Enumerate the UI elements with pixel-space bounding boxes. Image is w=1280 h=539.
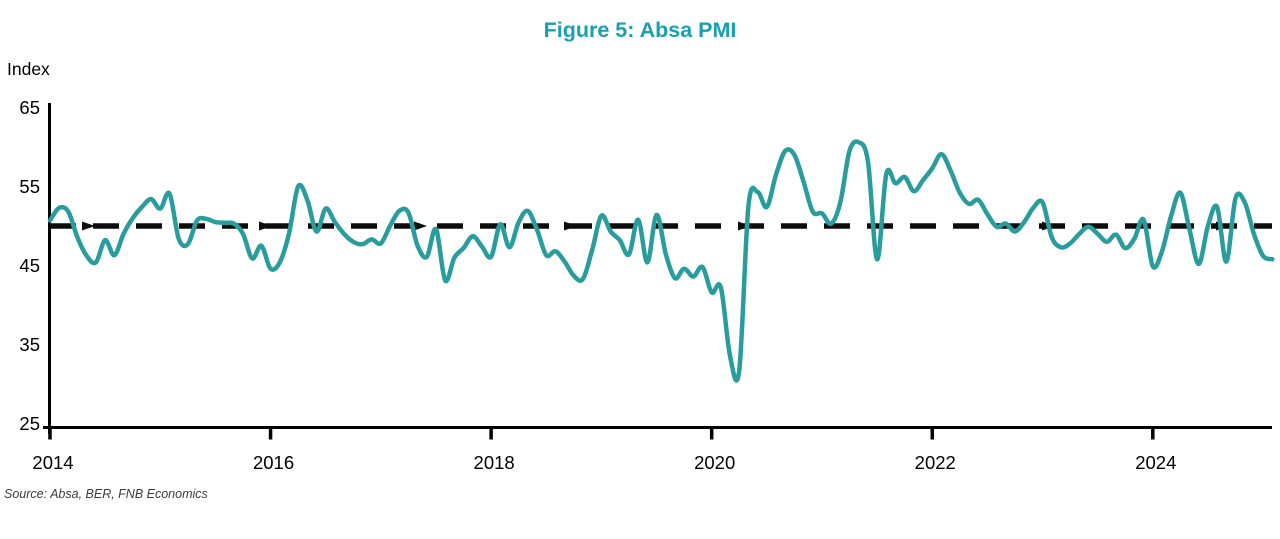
y-tick-label: 55 bbox=[19, 176, 40, 197]
y-tick-label: 35 bbox=[19, 334, 40, 355]
x-tick-label: 2020 bbox=[694, 452, 735, 473]
x-tick-label: 2016 bbox=[253, 452, 294, 473]
reference-arrow-icon bbox=[259, 221, 272, 231]
pmi-series-line bbox=[47, 139, 1275, 383]
reference-arrow-icon bbox=[564, 221, 577, 231]
source-note: Source: Absa, BER, FNB Economics bbox=[4, 487, 208, 501]
y-tick-label: 45 bbox=[19, 255, 40, 276]
axes bbox=[43, 103, 1272, 440]
reference-arrow-icon bbox=[82, 221, 95, 231]
x-tick-label: 2018 bbox=[474, 452, 515, 473]
reference-arrow-icon bbox=[414, 221, 427, 231]
reference-arrow-icon bbox=[738, 221, 751, 231]
x-tick-label: 2022 bbox=[915, 452, 956, 473]
tick-labels: 65 55 45 35 25 2014 2016 2018 2020 2022 2024 bbox=[19, 97, 1176, 473]
x-tick-label: 2024 bbox=[1135, 452, 1176, 473]
chart-title: Figure 5: Absa PMI bbox=[544, 18, 737, 42]
y-axis-title: Index bbox=[7, 59, 50, 79]
y-tick-label: 65 bbox=[19, 97, 40, 118]
y-tick-label: 25 bbox=[19, 413, 40, 434]
x-tick-label: 2014 bbox=[32, 452, 73, 473]
pmi-line bbox=[47, 139, 1275, 383]
